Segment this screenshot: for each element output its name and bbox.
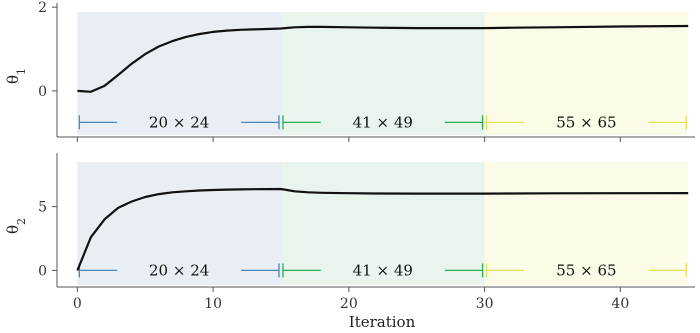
- region-label: 55 × 65: [556, 113, 616, 131]
- region-band-1: [77, 12, 281, 135]
- x-tick-label: 0: [73, 296, 82, 312]
- region-band-2: [280, 162, 485, 285]
- region-label: 20 × 24: [149, 113, 209, 131]
- region-band-2: [280, 12, 485, 135]
- region-label: 41 × 49: [353, 261, 413, 279]
- series-line: [77, 24, 689, 93]
- region-label: 55 × 65: [556, 261, 616, 279]
- y-tick-label: 5: [38, 200, 47, 216]
- x-tick-label: 30: [476, 296, 494, 312]
- y-axis-label: θ1: [4, 68, 28, 84]
- panel-1: 0 2 θ1 20 × 24 41 × 49 55 × 65: [4, 0, 695, 142]
- y-tick-label: 0: [38, 263, 47, 279]
- y-axis-label: θ2: [4, 218, 28, 234]
- region-band-3: [484, 162, 689, 285]
- x-tick-label: 10: [204, 296, 222, 312]
- region-label: 20 × 24: [149, 261, 209, 279]
- panel-2: 0 5 θ2 20 × 24 41 × 49 55 × 65: [4, 153, 695, 292]
- region-label: 41 × 49: [353, 113, 413, 131]
- y-tick-label: 0: [38, 84, 47, 100]
- x-tick-label: 20: [340, 296, 358, 312]
- region-band-3: [484, 12, 689, 135]
- series-line: [76, 187, 689, 271]
- y-tick-label: 2: [38, 0, 47, 16]
- region-band-1: [77, 162, 281, 285]
- x-tick-label: 40: [611, 296, 629, 312]
- x-axis-label: Iteration: [349, 313, 416, 331]
